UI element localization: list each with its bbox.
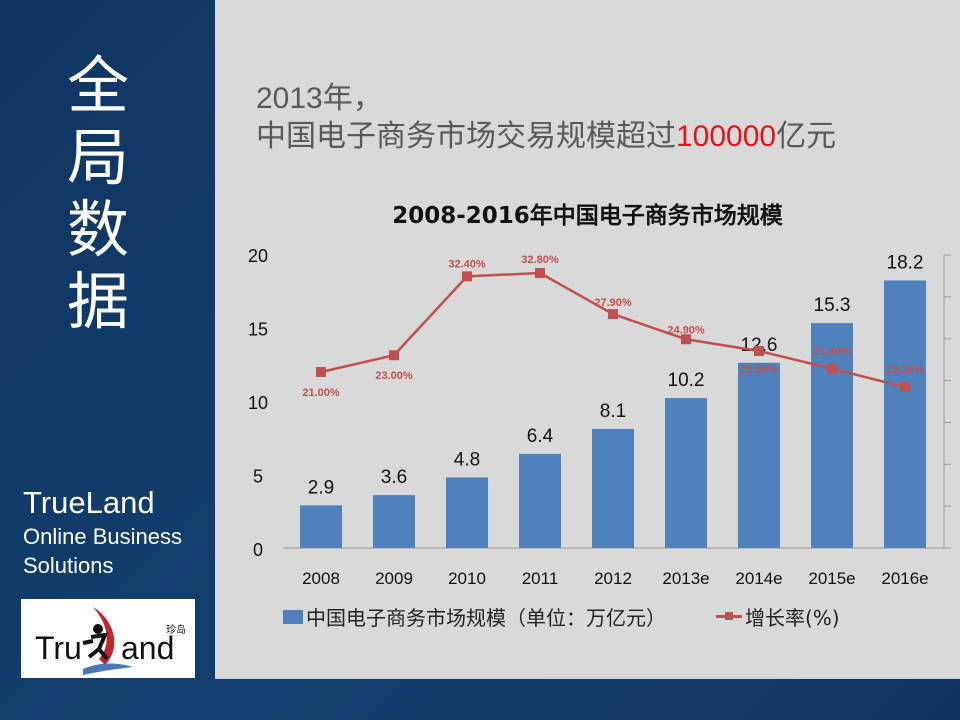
title-char: 据	[66, 265, 129, 338]
bar	[738, 362, 780, 548]
bar-value-label: 3.6	[381, 467, 407, 488]
y-tick-label: 10	[248, 393, 268, 413]
x-tick-label: 2016e	[881, 569, 928, 588]
brand-name: TrueLand	[23, 485, 155, 520]
growth-label: 23.00%	[375, 370, 413, 382]
bar	[373, 495, 415, 548]
brand-block: TrueLand Online Business Solutions	[23, 484, 182, 580]
bar-value-label: 10.2	[668, 370, 705, 391]
headline-line2: 中国电子商务市场交易规模超过100000亿元	[256, 118, 836, 156]
headline-suffix: 亿元	[776, 120, 837, 153]
trueland-logo: Tru and 珍岛	[21, 599, 195, 678]
title-char: 全	[66, 49, 129, 122]
growth-label: 19.20%	[886, 364, 924, 376]
bar-value-label: 6.4	[527, 426, 554, 447]
x-tick-label: 2012	[594, 569, 632, 588]
growth-marker	[389, 350, 399, 361]
bar	[665, 398, 707, 548]
svg-text:and: and	[121, 630, 174, 666]
growth-label: 32.80%	[521, 254, 559, 266]
vertical-title: 全 局 数 据	[62, 50, 134, 338]
chart-title: 2008-2016年中国电子商务市场规模	[392, 203, 783, 229]
growth-marker	[681, 334, 691, 345]
bar	[300, 505, 342, 548]
growth-marker	[754, 346, 764, 357]
chart-legend: 中国电子商务市场规模（单位：万亿元） 增长率(%)	[283, 602, 840, 631]
x-tick-label: 2011	[522, 569, 559, 588]
brand-tagline-2: Solutions	[23, 553, 114, 578]
title-char: 局	[66, 121, 129, 194]
x-tick-label: 2013e	[662, 569, 709, 588]
sidebar: 全 局 数 据 TrueLand Online Business Solutio…	[0, 0, 215, 720]
growth-marker	[608, 309, 618, 320]
bar-value-label: 8.1	[600, 401, 626, 422]
legend-bar-label: 中国电子商务市场规模（单位：万亿元）	[306, 606, 666, 630]
growth-label: 21.00%	[302, 387, 340, 399]
y-tick-label: 0	[253, 540, 263, 560]
bar	[519, 453, 561, 548]
bar-value-label: 18.2	[887, 252, 924, 273]
y-tick-label: 15	[248, 320, 268, 340]
svg-text:珍岛: 珍岛	[166, 623, 186, 636]
legend-line-label: 增长率(%)	[745, 606, 840, 630]
growth-marker	[316, 367, 326, 377]
growth-marker	[462, 271, 472, 282]
logo-graphic-icon: Tru and 珍岛	[35, 607, 186, 675]
headline-line1: 2013年，	[256, 82, 383, 115]
growth-label: 27.90%	[594, 297, 632, 309]
growth-label: 23.50%	[740, 364, 778, 376]
y-tick-label: 5	[253, 467, 263, 487]
bar	[446, 477, 488, 548]
x-tick-label: 2010	[448, 569, 486, 588]
growth-label: 21.40%	[813, 346, 851, 358]
x-tick-label: 2015e	[808, 569, 855, 588]
bar	[884, 280, 926, 548]
bar	[811, 323, 853, 548]
title-char: 数	[66, 193, 129, 266]
growth-label: 24.90%	[667, 324, 705, 336]
headline: 2013年， 中国电子商务市场交易规模超过100000亿元	[256, 80, 836, 156]
growth-marker	[535, 268, 545, 278]
growth-label: 32.40%	[448, 258, 486, 270]
x-tick-label: 2009	[375, 569, 413, 588]
svg-text:Tru: Tru	[35, 630, 82, 666]
brand-tagline-1: Online Business	[23, 524, 182, 549]
bar-value-label: 15.3	[814, 295, 851, 316]
x-tick-label: 2008	[302, 569, 340, 588]
line-legend-marker-icon	[716, 612, 742, 620]
headline-text: 中国电子商务市场交易规模超过	[256, 120, 676, 153]
y-tick-label: 20	[248, 246, 268, 266]
growth-marker	[900, 382, 910, 393]
bar-value-label: 4.8	[454, 449, 480, 470]
headline-highlight: 100000	[676, 120, 777, 153]
x-tick-label: 2014e	[735, 569, 782, 588]
bar-legend-swatch-icon	[283, 609, 303, 624]
growth-marker	[827, 363, 837, 374]
bar-value-label: 2.9	[308, 477, 334, 498]
bar	[592, 428, 634, 548]
